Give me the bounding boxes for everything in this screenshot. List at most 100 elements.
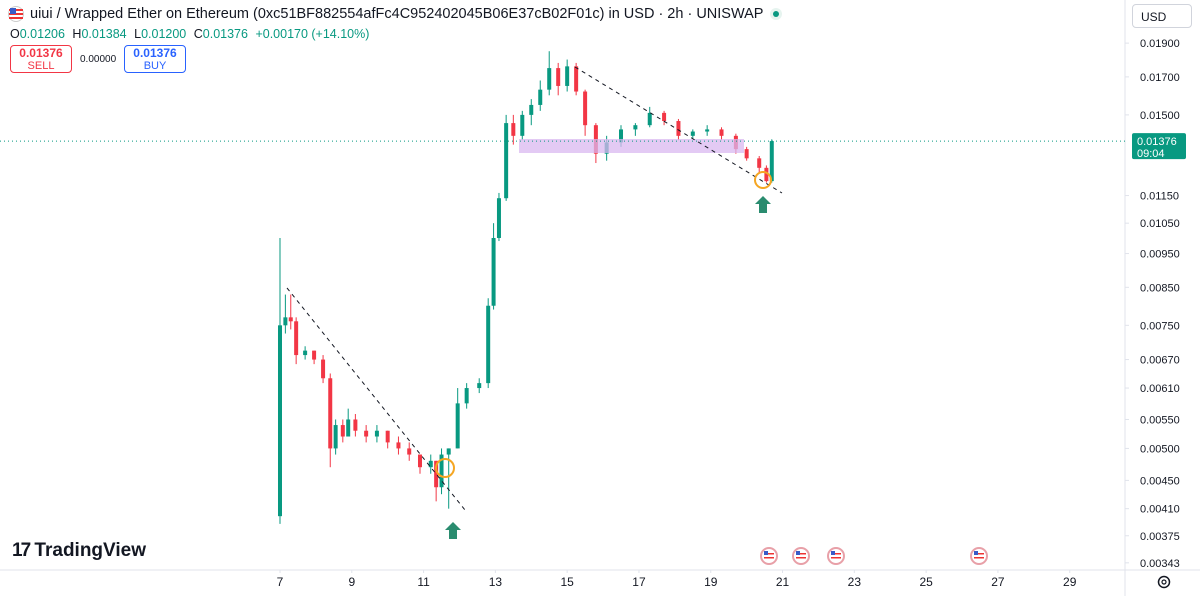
- highlight-circle: [754, 171, 772, 189]
- candle-body: [303, 350, 308, 356]
- brand: TradingView: [34, 540, 146, 561]
- ohlc-value: 0.01200: [141, 27, 187, 41]
- candle-body: [565, 66, 570, 86]
- candle-body: [491, 237, 496, 306]
- candles: [277, 51, 774, 524]
- symbol-title: uiui / Wrapped Ether on Ethereum (0xc51B…: [30, 6, 764, 22]
- buy-label: BUY: [143, 60, 167, 72]
- candle-body: [464, 388, 469, 404]
- ohlc-value: 0.01384: [81, 27, 127, 41]
- y-tick-label: 0.01700: [1140, 72, 1180, 84]
- settings-icon[interactable]: [1157, 575, 1171, 589]
- buy-button[interactable]: 0.01376 BUY: [124, 45, 186, 73]
- candle-body: [733, 135, 738, 150]
- candle-body: [556, 68, 561, 86]
- x-tick-label: 7: [277, 575, 284, 589]
- candle-body: [529, 104, 534, 115]
- countdown-label: 09:04: [1137, 148, 1165, 160]
- candle-body: [277, 325, 282, 517]
- symbol-header: uiui / Wrapped Ether on Ethereum (0xc51B…: [8, 6, 783, 22]
- candle-body: [312, 350, 317, 360]
- candle-body: [504, 123, 509, 199]
- ohlc-key: L: [134, 27, 142, 41]
- candle-body: [455, 403, 460, 449]
- x-tick-label: 19: [704, 575, 718, 589]
- flag-icon: [8, 6, 24, 22]
- currency-select[interactable]: USD: [1132, 4, 1192, 28]
- candle-body: [283, 317, 288, 326]
- x-tick-label: 9: [348, 575, 355, 589]
- y-tick-label: 0.00343: [1140, 558, 1180, 570]
- candle-body: [676, 121, 681, 136]
- y-tick-label: 0.01150: [1140, 191, 1179, 203]
- y-tick-label: 0.00850: [1140, 282, 1180, 294]
- y-tick-label: 0.00450: [1140, 475, 1180, 487]
- x-tick-label: 27: [991, 575, 1005, 589]
- ohlc-value: 0.01376: [202, 27, 248, 41]
- candle-body: [321, 359, 326, 379]
- trend-line: [286, 287, 466, 511]
- event-flag: [827, 547, 845, 565]
- drawings: [286, 66, 783, 539]
- candle-body: [604, 142, 609, 154]
- x-tick-label: 23: [848, 575, 862, 589]
- candle-body: [434, 460, 439, 488]
- candle-body: [496, 198, 501, 238]
- zone-rect: [519, 139, 744, 153]
- candle-body: [346, 419, 351, 437]
- x-tick-label: 11: [417, 575, 430, 589]
- candle-body: [764, 167, 769, 182]
- candle-body: [547, 68, 552, 90]
- price-change: +0.00170 (+14.10%): [255, 27, 370, 41]
- candle-body: [374, 430, 379, 437]
- currency: USD: [1141, 10, 1167, 24]
- candle-body: [583, 91, 588, 126]
- candle-body: [593, 125, 598, 154]
- candle-body: [690, 131, 695, 136]
- x-tick-label: 13: [489, 575, 503, 589]
- candle-body: [719, 129, 724, 136]
- y-tick-label: 0.00750: [1140, 320, 1180, 332]
- ohlc-key: C: [193, 27, 203, 41]
- candle-body: [477, 383, 482, 389]
- ohlc-key: O: [10, 27, 20, 41]
- candle-body: [333, 425, 338, 449]
- event-flag: [970, 547, 988, 565]
- candle-body: [757, 158, 762, 168]
- candle-body: [439, 454, 444, 488]
- candle-body: [538, 89, 543, 105]
- candle-body: [633, 125, 638, 130]
- ohlc-key: H: [72, 27, 82, 41]
- x-tick-label: 17: [632, 575, 646, 589]
- y-tick-label: 0.01500: [1140, 110, 1180, 122]
- candle-body: [294, 321, 299, 356]
- candle-body: [574, 66, 579, 92]
- sell-label: SELL: [27, 60, 55, 72]
- candle-body: [407, 448, 412, 455]
- y-tick-label: 0.00950: [1140, 249, 1180, 261]
- candle-body: [744, 149, 749, 159]
- arrow-up: [445, 522, 461, 539]
- sell-button[interactable]: 0.01376 SELL: [10, 45, 72, 73]
- sell-price: 0.01376: [19, 46, 63, 60]
- candle-body: [417, 454, 422, 468]
- candle-body: [396, 442, 401, 449]
- y-tick-label: 0.01900: [1140, 38, 1180, 50]
- ohlc-legend: O0.01206 H0.01384 L0.01200 C0.01376 +0.0…: [10, 27, 373, 41]
- brand-logo: 17 TradingView: [12, 540, 146, 562]
- arrow-up: [755, 196, 771, 213]
- candle-body: [446, 448, 451, 455]
- ohlc-value: 0.01206: [19, 27, 65, 41]
- spread: 0.00000: [80, 54, 117, 65]
- candle-body: [428, 460, 433, 468]
- x-tick-label: 15: [560, 575, 574, 589]
- candle-body: [364, 430, 369, 437]
- candle-body: [705, 129, 710, 132]
- event-flag: [760, 547, 778, 565]
- last-price-label: 0.01376: [1137, 136, 1177, 148]
- last-price-box: [1132, 133, 1186, 160]
- candle-body: [328, 378, 333, 449]
- status-dot: [770, 8, 783, 20]
